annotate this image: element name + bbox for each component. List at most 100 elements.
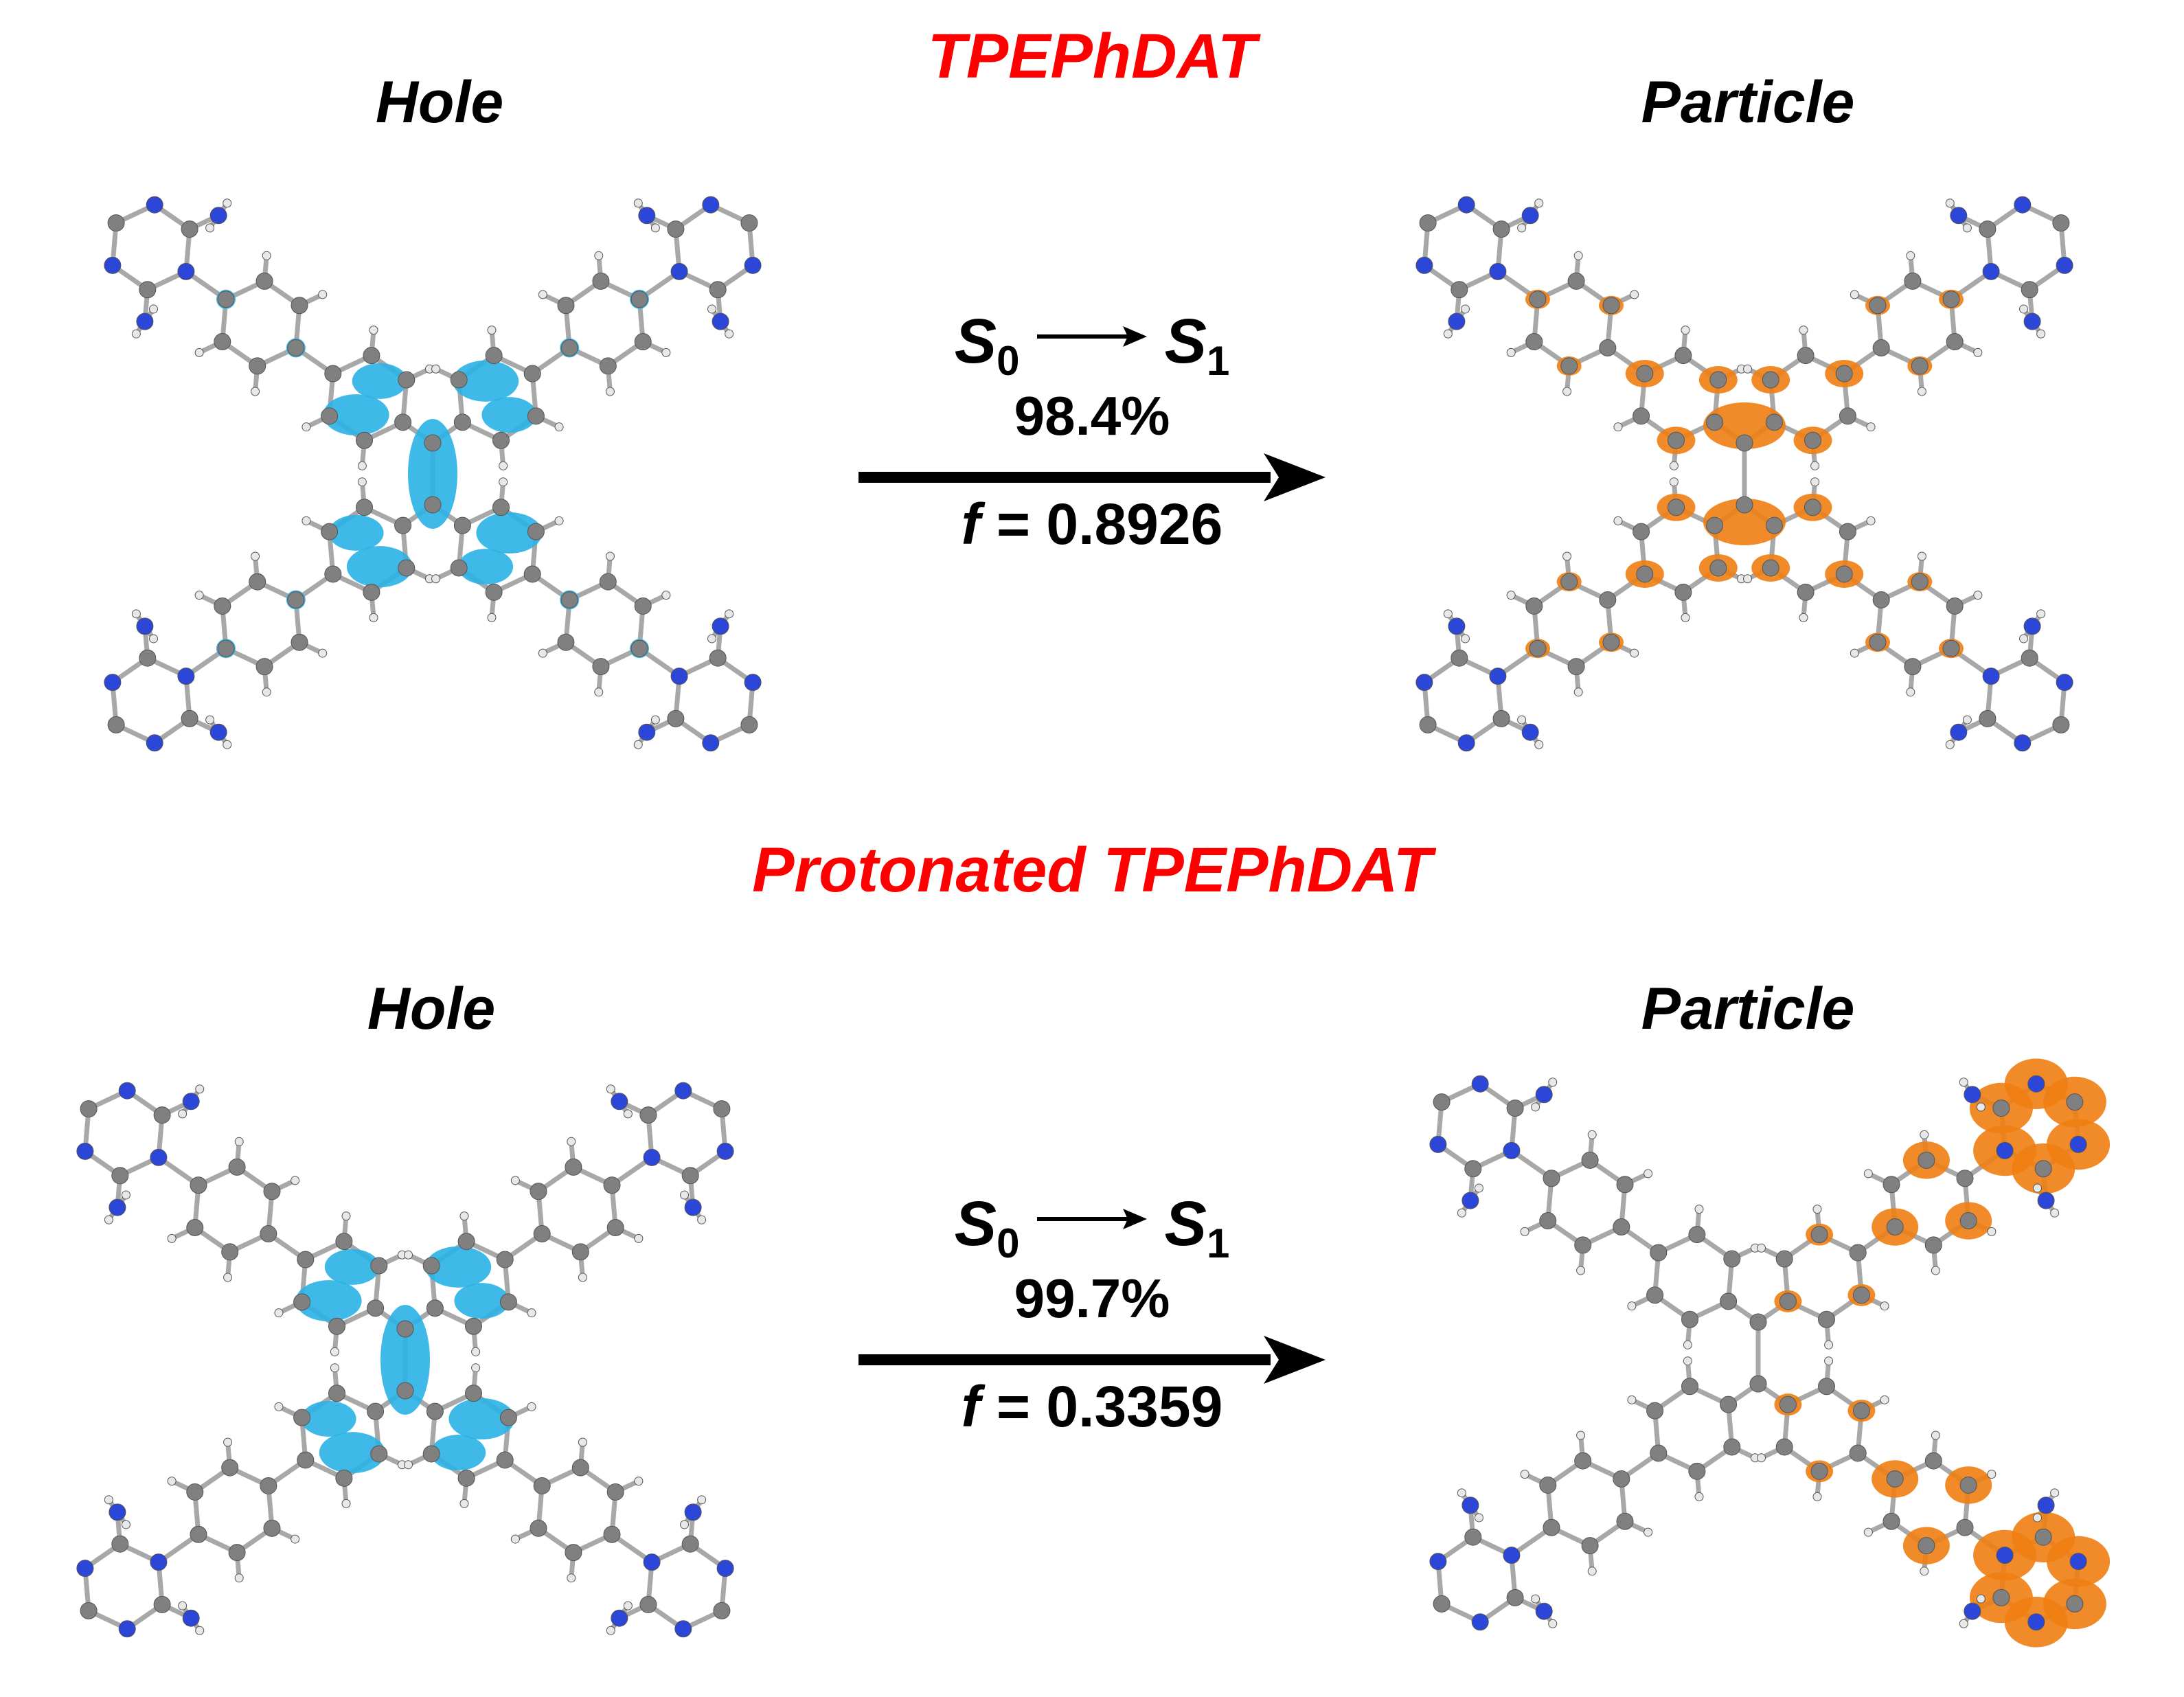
carbon-atom (1668, 499, 1685, 516)
carbon-atom (255, 272, 273, 290)
carbon-atom (1581, 1537, 1599, 1555)
nitrogen-atom (146, 734, 163, 752)
carbon-atom (1633, 407, 1650, 425)
nitrogen-atom (1489, 668, 1507, 685)
carbon-atom (1956, 1170, 1974, 1187)
carbon-atom (153, 1106, 171, 1124)
orbital-lobes (295, 1246, 515, 1474)
hydrogen-atom (341, 1211, 351, 1221)
carbon-atom (681, 1535, 699, 1553)
carbon-atom (565, 1544, 582, 1562)
hydrogen-atom (1987, 1470, 1997, 1479)
orbital-lobe (408, 419, 457, 529)
hydrogen-atom (251, 551, 260, 561)
hydrogen-atom (2050, 1488, 2060, 1498)
nitrogen-atom (1503, 1141, 1521, 1159)
hydrogen-atom (1976, 1594, 1986, 1604)
hydrogen-atom (131, 609, 141, 619)
carbon-atom (1839, 407, 1856, 425)
carbon-atom (328, 1385, 346, 1402)
carbon-atom (1918, 1151, 1935, 1169)
carbon-atom (1539, 1476, 1557, 1494)
bottom-oscillator-strength: f = 0.3359 (961, 1374, 1223, 1439)
nitrogen-atom (1535, 1086, 1553, 1104)
carbon-atom (1433, 1093, 1451, 1111)
hydrogen-atom (471, 1347, 481, 1356)
hydrogen-atom (527, 1402, 536, 1411)
carbon-atom (457, 1469, 475, 1487)
carbon-atom (1706, 516, 1724, 534)
hydrogen-atom (1630, 648, 1639, 658)
carbon-atom (1911, 573, 1929, 591)
hydrogen-atom (510, 1534, 520, 1544)
atoms (1415, 196, 2073, 752)
hydrogen-atom (538, 648, 547, 658)
carbon-atom (1674, 347, 1692, 365)
orbital-lobe (319, 1432, 385, 1474)
carbon-atom (396, 1382, 414, 1400)
hydrogen-atom (318, 648, 328, 658)
carbon-atom (1636, 565, 1654, 583)
nitrogen-atom (2056, 256, 2073, 274)
carbon-atom (249, 573, 266, 591)
carbon-atom (80, 1100, 98, 1118)
carbon-atom (1979, 709, 1997, 727)
carbon-atom (709, 281, 727, 299)
hydrogen-atom (1799, 613, 1808, 622)
carbon-atom (1492, 220, 1510, 238)
carbon-atom (228, 1544, 246, 1562)
carbon-atom (1613, 1470, 1630, 1488)
hydrogen-atom (1973, 591, 1983, 600)
bonds (1422, 201, 2067, 747)
carbon-atom (1650, 1444, 1668, 1462)
hydrogen-atom (650, 223, 660, 233)
carbon-atom (592, 658, 610, 676)
top-particle-label: Particle (1641, 69, 1855, 135)
carbon-atom (370, 1257, 388, 1275)
hydrogen-atom (1959, 1078, 1968, 1087)
nitrogen-atom (670, 668, 688, 685)
hydrogen-atom (1457, 1488, 1466, 1498)
carbon-atom (181, 709, 198, 727)
carbon-atom (1506, 1100, 1524, 1117)
hydrogen-atom (1506, 348, 1516, 357)
orbital-lobe (431, 1435, 486, 1471)
carbon-atom (1810, 1226, 1828, 1244)
carbon-atom (1804, 431, 1821, 449)
orbital-lobe (352, 363, 407, 399)
carbon-atom (370, 1445, 388, 1463)
hydrogen-atom (369, 613, 378, 622)
hydrogen-atom (2036, 329, 2046, 339)
orbital-lobe (346, 546, 413, 588)
carbon-atom (485, 347, 503, 365)
top-hole-label: Hole (375, 69, 504, 135)
hydrogen-atom (1757, 1243, 1766, 1253)
hydrogen-atom (1810, 461, 1820, 470)
hydrogen-atom (1863, 1527, 1873, 1537)
hydrogen-atom (223, 1273, 233, 1282)
carbon-atom (228, 1158, 246, 1176)
carbon-atom (363, 583, 380, 601)
carbon-atom (291, 297, 308, 315)
carbon-atom (1942, 639, 1960, 657)
nitrogen-atom (716, 1560, 734, 1578)
hydrogen-atom (1562, 551, 1572, 561)
hydrogen-atom (1627, 1301, 1637, 1311)
bottom-transition-percent: 99.7% (1014, 1268, 1170, 1329)
top-oscillator-strength: f = 0.8926 (961, 492, 1223, 556)
carbon-atom (2021, 649, 2038, 667)
hydrogen-atom (1987, 1227, 1997, 1236)
carbon-atom (1852, 1286, 1870, 1304)
carbon-atom (713, 1602, 731, 1619)
carbon-atom (1706, 413, 1724, 431)
hydrogen-atom (1880, 1395, 1889, 1404)
hydrogen-atom (1587, 1567, 1597, 1576)
carbon-atom (1539, 1212, 1557, 1230)
hydrogen-atom (459, 1211, 469, 1221)
nitrogen-atom (1461, 1192, 1479, 1209)
carbon-atom (321, 523, 339, 540)
hydrogen-atom (499, 461, 508, 470)
hydrogen-atom (1630, 290, 1639, 299)
carbon-atom (426, 1299, 444, 1317)
hydrogen-atom (1517, 715, 1527, 725)
